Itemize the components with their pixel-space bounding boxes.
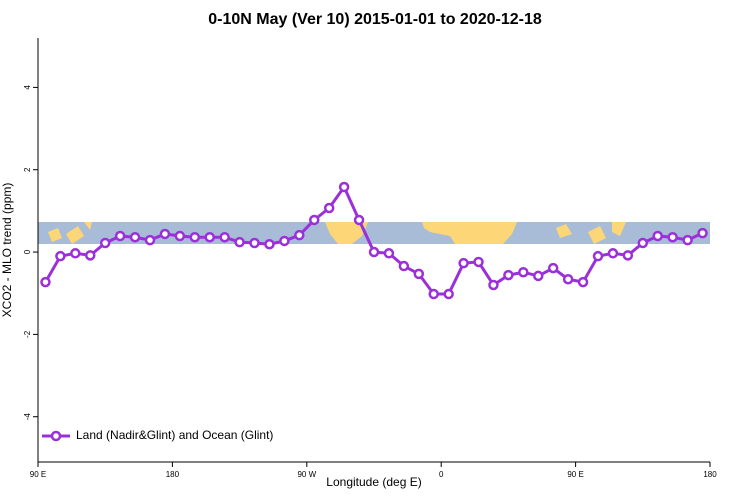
y-axis-label: XCO2 - MLO trend (ppm) [0, 183, 14, 318]
point [234, 236, 245, 248]
point [533, 270, 544, 282]
legend-marker [50, 430, 62, 442]
x-tick-label: 90 W [297, 470, 316, 479]
point [518, 266, 529, 278]
point [637, 237, 649, 249]
point [562, 273, 574, 285]
y-tick-label: -2 [23, 330, 32, 338]
point [458, 257, 469, 269]
point [249, 237, 260, 249]
point [159, 228, 171, 240]
point [428, 288, 439, 300]
x-tick-label: 0 [439, 470, 444, 479]
point [383, 248, 395, 259]
point [577, 276, 589, 288]
point [622, 250, 634, 261]
point [114, 230, 126, 242]
point [219, 231, 230, 243]
point [144, 234, 156, 246]
point [40, 276, 51, 288]
point [547, 262, 559, 274]
point [129, 231, 141, 243]
point [55, 250, 66, 262]
point [488, 279, 499, 291]
point [398, 260, 410, 272]
x-tick-label: 180 [703, 470, 717, 479]
point [309, 214, 320, 226]
land [48, 222, 92, 244]
point [85, 250, 96, 261]
point [443, 288, 454, 300]
point [503, 269, 514, 281]
x-tick-label: 90 E [30, 470, 46, 479]
land [556, 222, 626, 244]
point [368, 246, 380, 258]
point [652, 230, 663, 242]
point [294, 229, 305, 241]
point [413, 268, 425, 280]
y-tick-label: -4 [23, 413, 32, 421]
point [70, 248, 81, 259]
land [422, 222, 517, 244]
point [697, 227, 708, 239]
point [189, 231, 201, 243]
legend-label: Land (Nadir&Glint) and Ocean (Glint) [76, 428, 273, 442]
y-tick-label: 0 [23, 249, 32, 254]
point [279, 235, 290, 247]
x-axis-label: Longitude (deg E) [326, 475, 421, 489]
point [682, 234, 693, 246]
y-tick-label: 2 [23, 167, 32, 172]
land [325, 222, 368, 244]
x-tick-label: 180 [166, 470, 180, 479]
y-tick-label: 4 [23, 85, 32, 90]
point [353, 214, 365, 226]
point [264, 238, 275, 250]
point [174, 230, 186, 242]
point [667, 231, 678, 243]
point [204, 231, 215, 243]
chart-title: 0-10N May (Ver 10) 2015-01-01 to 2020-12… [208, 11, 542, 28]
point [592, 250, 604, 262]
point [338, 181, 350, 193]
point [473, 256, 484, 268]
point [99, 237, 111, 249]
point [607, 248, 619, 259]
x-tick-label: 90 E [567, 470, 583, 479]
point [323, 202, 335, 214]
